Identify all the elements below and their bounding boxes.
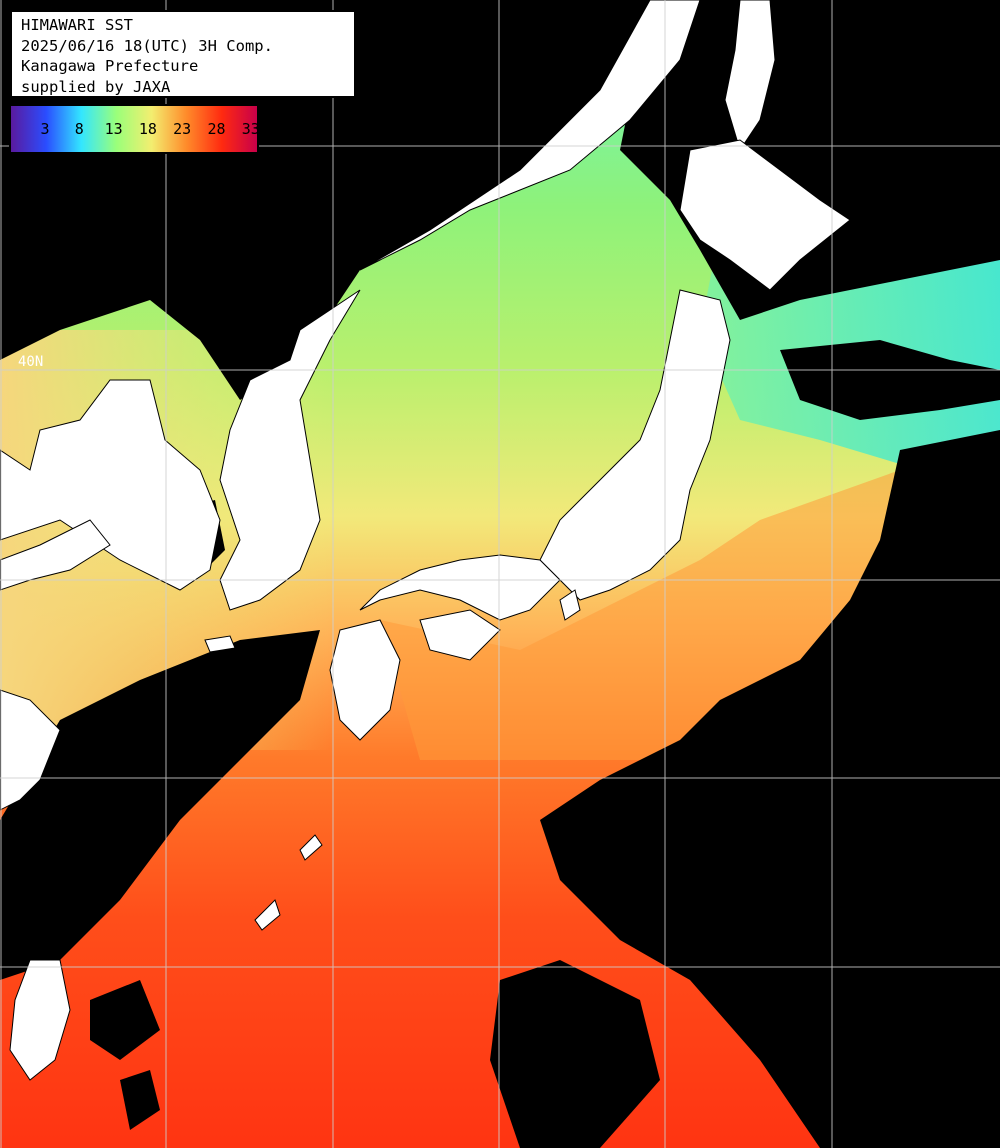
longitude-label: 140E <box>670 10 686 44</box>
izu-islands <box>559 589 581 621</box>
region-name: Kanagawa Prefecture <box>21 57 199 75</box>
latitude-label-40n: 40N <box>18 354 44 370</box>
honshu-north <box>539 289 731 601</box>
korean-peninsula <box>219 289 361 611</box>
cloud-southeast-patch <box>490 960 660 1148</box>
latitude-label-30n: 30N <box>18 760 44 776</box>
honshu-west <box>359 554 561 621</box>
shandong-peninsula <box>0 519 111 591</box>
cloud-east-band <box>780 340 1000 420</box>
hokkaido-island <box>679 139 851 291</box>
colorbar-tick-33: 33 <box>241 120 260 138</box>
cloud-northwest <box>0 0 650 400</box>
colorbar-tick-28: 28 <box>207 120 226 138</box>
taiwan-island <box>9 959 71 1081</box>
colorbar-tick-23: 23 <box>173 120 192 138</box>
landmass <box>0 0 851 1081</box>
kyushu-island <box>329 619 401 741</box>
cloud-southwest-small <box>120 1070 160 1130</box>
cloud-south-west <box>90 980 160 1060</box>
russia-coast <box>359 0 701 271</box>
colorbar-tick-8: 8 <box>74 120 84 138</box>
cloud-east-china-sea <box>0 630 320 980</box>
ryukyu-islands <box>254 834 323 931</box>
temperature-colorbar: 3 8 13 18 23 28 33 <box>9 104 260 154</box>
colorbar-tick-13: 13 <box>104 120 123 138</box>
data-credit: supplied by JAXA <box>21 77 171 96</box>
colorbar-tick-18: 18 <box>138 120 157 138</box>
east-china-coast <box>0 689 61 811</box>
shikoku-island <box>419 609 501 661</box>
cloud-east-sea <box>540 430 1000 1148</box>
observation-datetime: 2025/06/16 18(UTC) 3H Comp. <box>21 36 273 55</box>
colorbar-tick-3: 3 <box>40 120 50 138</box>
colorbar-labels: 3 8 13 18 23 28 33 <box>11 106 260 152</box>
product-title: HIMAWARI SST <box>21 16 133 34</box>
sakhalin-island <box>724 0 776 152</box>
jeju-island <box>204 635 236 653</box>
info-box: HIMAWARI SST 2025/06/16 18(UTC) 3H Comp.… <box>10 10 356 98</box>
